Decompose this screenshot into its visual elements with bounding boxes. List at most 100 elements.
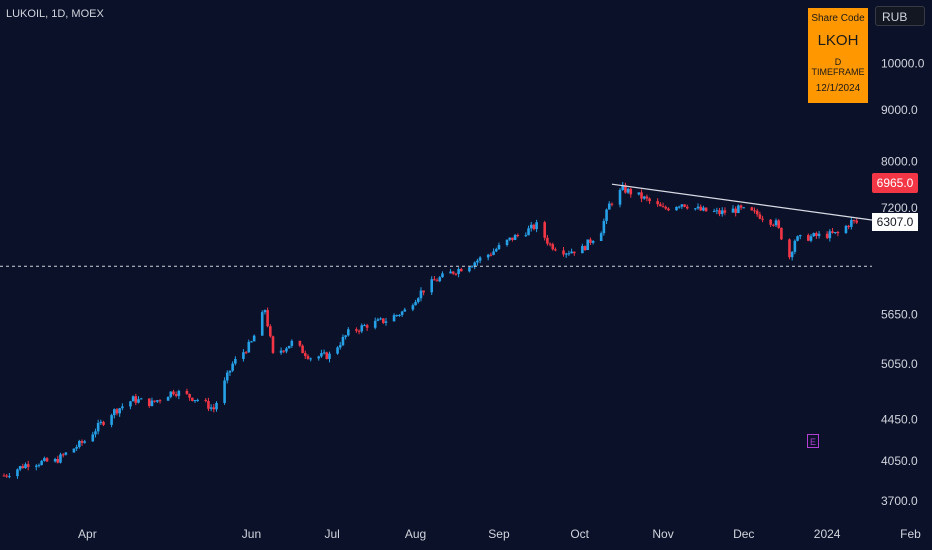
candle-body [435,280,439,282]
candle-body [250,341,253,343]
candle-body [712,211,716,213]
candle-body [325,352,329,359]
candle-body [852,219,856,221]
candle-body [357,330,361,332]
candle-body [347,329,350,336]
candle-body [215,402,218,410]
candle-body [790,251,794,258]
info-box: Share Code LKOH D TIMEFRAME 12/1/2024 [808,8,868,103]
candle-body [586,239,590,251]
candle-body [777,220,781,228]
candle-body [664,206,668,209]
candle-body [793,240,797,252]
candle-body [78,440,81,448]
candle-body [699,206,703,211]
x-tick-label: Oct [570,527,589,541]
candle-body [40,460,43,465]
candle-body [282,350,286,352]
candle-body [470,266,474,268]
candle-body [18,466,22,470]
earnings-marker-icon[interactable]: E [807,434,819,448]
candle-body [5,475,8,477]
info-box-timeframe: D TIMEFRAME [811,57,865,77]
x-tick-label: Aug [405,527,426,541]
candle-body [772,224,775,226]
candle-body [554,249,557,251]
candle-body [583,246,587,251]
horizontal-level-label: 6307.0 [877,215,914,229]
candle-body [567,253,571,255]
candle-body [758,214,762,219]
x-tick-label: Nov [652,527,673,541]
horizontal-level-tag-bg [872,213,918,231]
candle-body [56,458,60,463]
candle-body [172,391,175,395]
candle-body [398,314,401,316]
y-tick-label: 3700.0 [881,494,918,508]
candle-body [287,345,291,349]
candle-body [809,236,813,241]
candle-body [433,279,436,281]
candle-body [460,268,463,272]
candle-body [225,372,229,381]
candle-body [269,326,272,337]
candle-body [223,380,226,403]
candle-body [430,279,434,293]
candle-body [153,400,156,402]
currency-selector[interactable]: RUB [875,6,925,26]
candle-body [384,321,388,323]
candle-body [193,400,197,402]
candle-body [185,390,189,394]
last-price-label: 6965.0 [877,176,914,190]
candle-body [379,318,382,320]
candle-body [129,401,132,407]
candle-body [392,315,396,322]
x-tick-label: Apr [78,527,97,541]
candle-body [548,243,552,245]
candle-body [328,353,331,359]
candle-body [468,267,471,272]
candle-body [629,188,633,195]
candle-body [489,254,493,256]
candle-body [704,207,708,212]
candle-body [34,465,38,467]
candle-body [486,254,490,258]
candle-body [570,251,573,254]
y-tick-label: 10000.0 [881,56,925,70]
candle-body [196,399,199,401]
candle-body [847,225,850,227]
candle-body [734,208,737,213]
candle-body [572,251,576,254]
candle-body [247,341,251,353]
candle-body [414,302,417,306]
candle-body [204,399,208,401]
candle-body [753,210,756,212]
candle-body [836,232,840,234]
candle-body [177,390,181,396]
candle-body [96,422,100,432]
candle-body [112,409,116,416]
x-axis: Apr Jun Jul Aug Sep Oct Nov Dec 2024 Feb [78,527,921,541]
candle-body [473,262,477,267]
candle-body [441,273,444,278]
candle-body [564,253,568,255]
candle-body [338,345,342,348]
candle-body [75,447,78,449]
candle-body [562,250,565,255]
candle-body [449,271,452,274]
candle-body [156,400,159,402]
candle-body [607,203,611,210]
candle-body [252,335,256,342]
candle-body [59,454,62,463]
trendline[interactable] [611,183,884,223]
candle-body [80,440,84,443]
candle-body [680,204,684,207]
candle-body [37,464,41,466]
candle-body [21,466,25,469]
candle-body [147,398,151,406]
candle-body [667,208,670,211]
y-tick-label: 4450.0 [881,413,918,427]
candle-body [855,220,859,223]
candle-body [231,363,234,371]
